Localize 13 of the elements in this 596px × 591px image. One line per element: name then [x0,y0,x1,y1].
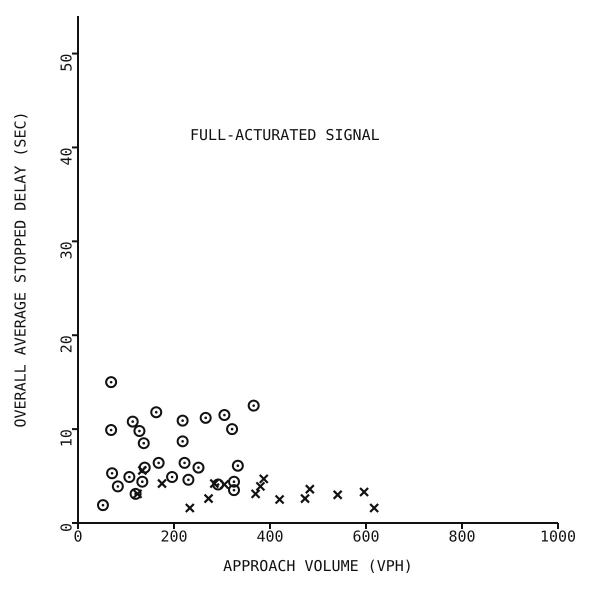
x-tick-label: 400 [256,528,284,546]
y-tick-label: 30 [57,241,76,260]
y-tick-label: 10 [57,429,76,448]
y-tick-label: 20 [57,335,76,354]
x-tick-label: 200 [160,528,188,546]
x-tick-label: 800 [448,528,476,546]
x-tick-label: 600 [352,528,380,546]
annotation: FULL-ACTURATED SIGNAL [190,126,380,144]
y-axis-title: OVERALL AVERAGE STOPPED DELAY (SEC) [11,111,30,428]
x-axis-title: APPROACH VOLUME (VPH) [223,557,413,575]
y-tick-label: 40 [57,147,76,166]
y-tick-label: 50 [57,54,76,72]
x-tick-label: 1000 [540,528,576,546]
